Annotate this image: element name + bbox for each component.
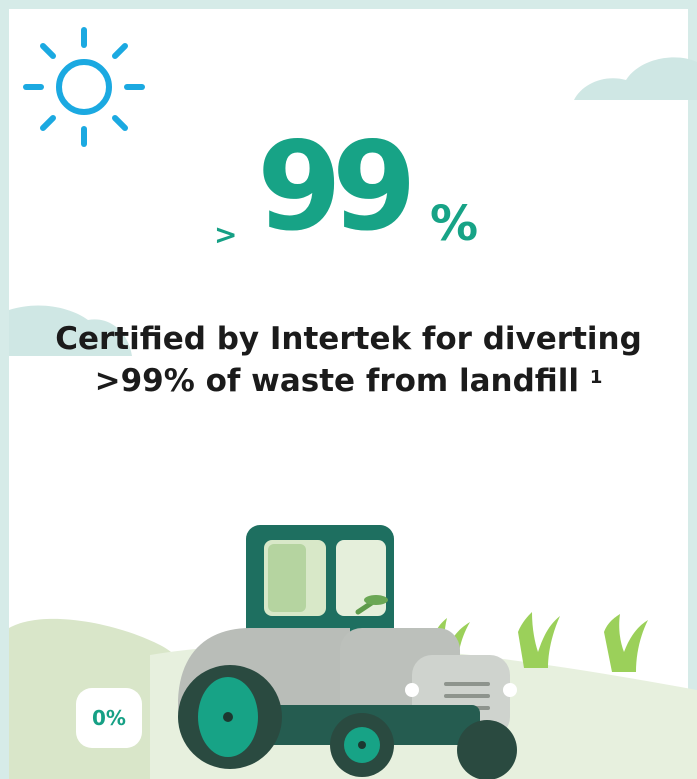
headline-line-2-text: >99% of waste from landfill [94,363,580,399]
frame-border-top [0,0,697,9]
stat-prefix: > [214,218,238,251]
sun-icon [23,27,145,147]
stat-figure: > 99 % [0,116,697,258]
frame-border-left [0,0,9,779]
percent-badge: 0% [76,688,142,748]
tractor-icon [178,525,517,779]
frame-border-right [688,0,697,779]
stat-unit: % [430,196,479,252]
stat-number: 99 [257,116,417,258]
cloud-icon [574,57,697,100]
headline: Certified by Intertek for diverting >99%… [20,318,677,402]
headline-line-2: >99% of waste from landfill 1 [20,360,677,402]
cloud-icon [9,305,132,356]
headline-line-1: Certified by Intertek for diverting [55,321,642,357]
footnote-marker: 1 [589,367,603,388]
